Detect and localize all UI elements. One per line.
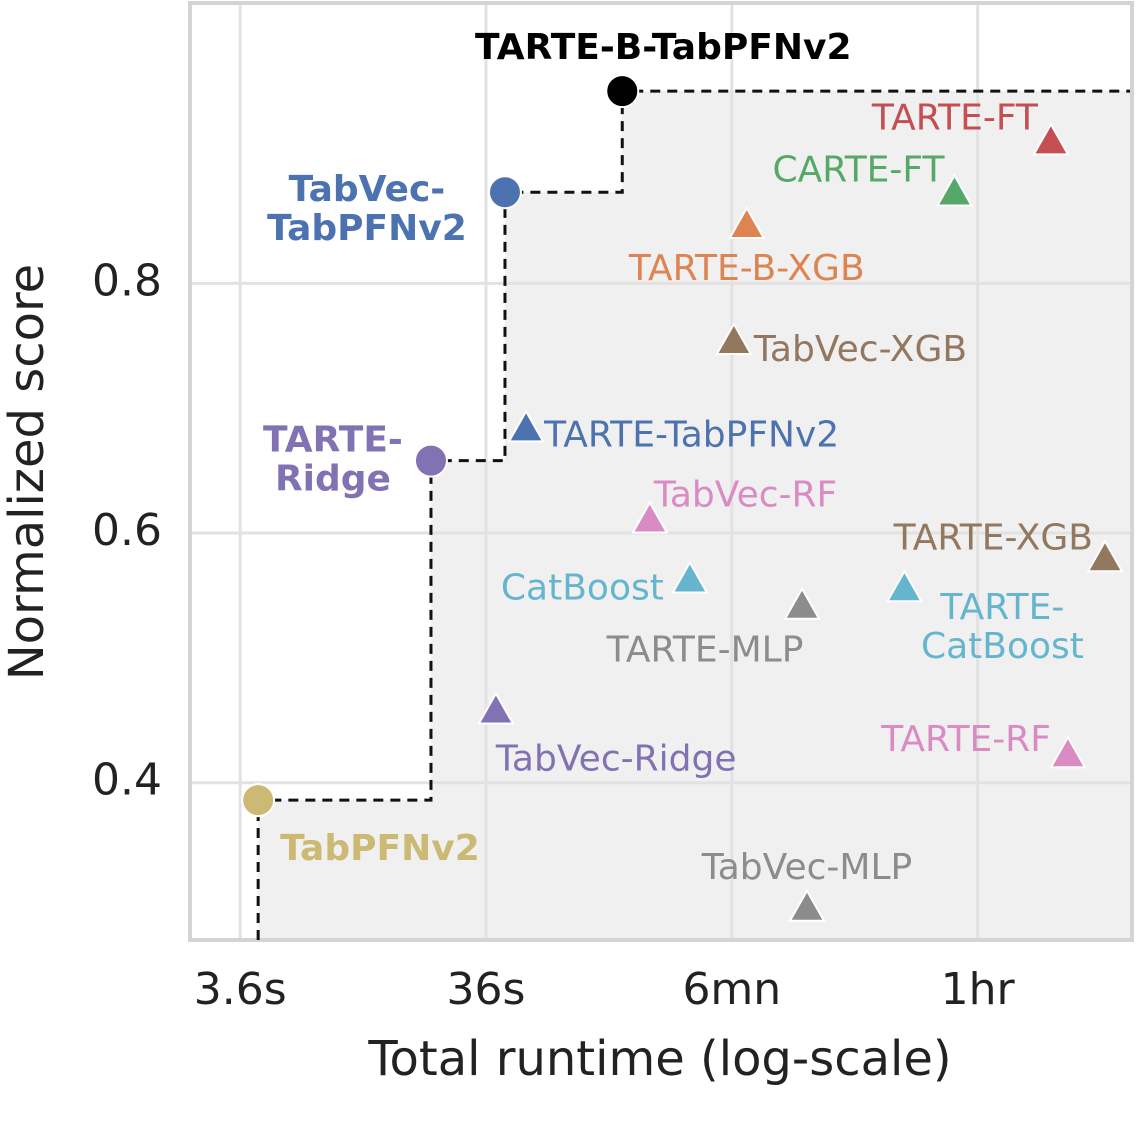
point-label: TARTE-TabPFNv2 <box>543 414 839 455</box>
point-label: TabVec-RF <box>653 475 837 516</box>
x-tick-label: 36s <box>447 964 526 1015</box>
point <box>487 175 522 210</box>
point-label: TabVec-MLP <box>701 847 913 888</box>
point-label: TARTE-XGB <box>893 517 1093 558</box>
point-label: TabPFNv2 <box>267 208 467 249</box>
point <box>507 409 545 443</box>
x-tick-label: 3.6s <box>194 964 287 1015</box>
point <box>788 888 826 922</box>
point-label: CatBoost <box>921 626 1084 667</box>
y-tick-label: 0.6 <box>92 505 162 556</box>
pareto-frontier <box>256 89 1130 940</box>
point-label: CatBoost <box>501 567 664 608</box>
point-label: TabVec-Ridge <box>495 739 737 780</box>
point <box>631 500 669 534</box>
dominated-region <box>258 91 1130 941</box>
point-label: TARTE- <box>263 420 403 461</box>
point <box>1049 735 1087 769</box>
y-tick-label: 0.4 <box>92 755 162 806</box>
point-label: TabVec-XGB <box>753 329 967 370</box>
point-label: Ridge <box>275 459 391 500</box>
point <box>477 691 515 725</box>
point <box>783 586 821 620</box>
x-tick-label: 1hr <box>941 964 1016 1015</box>
point-label: TARTE- <box>939 587 1064 628</box>
point-label: TabPFNv2 <box>280 828 480 869</box>
point <box>728 205 766 239</box>
x-axis-label: Total runtime (log-scale) <box>367 1031 951 1087</box>
point <box>241 783 276 818</box>
plot-border <box>188 1 1134 942</box>
point <box>1032 122 1070 156</box>
point <box>671 560 709 594</box>
point-label: TARTE-RF <box>880 719 1051 760</box>
point-label: TARTE-FT <box>871 97 1039 138</box>
point <box>605 74 640 109</box>
y-tick-label: 0.8 <box>92 255 162 306</box>
point <box>1086 539 1124 573</box>
point-label: TARTE-MLP <box>606 630 804 671</box>
point <box>885 569 924 603</box>
y-axis-label: Normalized score <box>0 264 55 680</box>
point <box>935 173 974 207</box>
point-label: TARTE-B-TabPFNv2 <box>475 27 852 68</box>
point <box>413 443 448 478</box>
x-tick-label: 6mn <box>682 964 781 1015</box>
point-label: TARTE-B-XGB <box>628 248 865 289</box>
point-label: CARTE-FT <box>773 149 946 190</box>
point <box>715 322 753 356</box>
point-label: TabVec- <box>289 169 446 210</box>
